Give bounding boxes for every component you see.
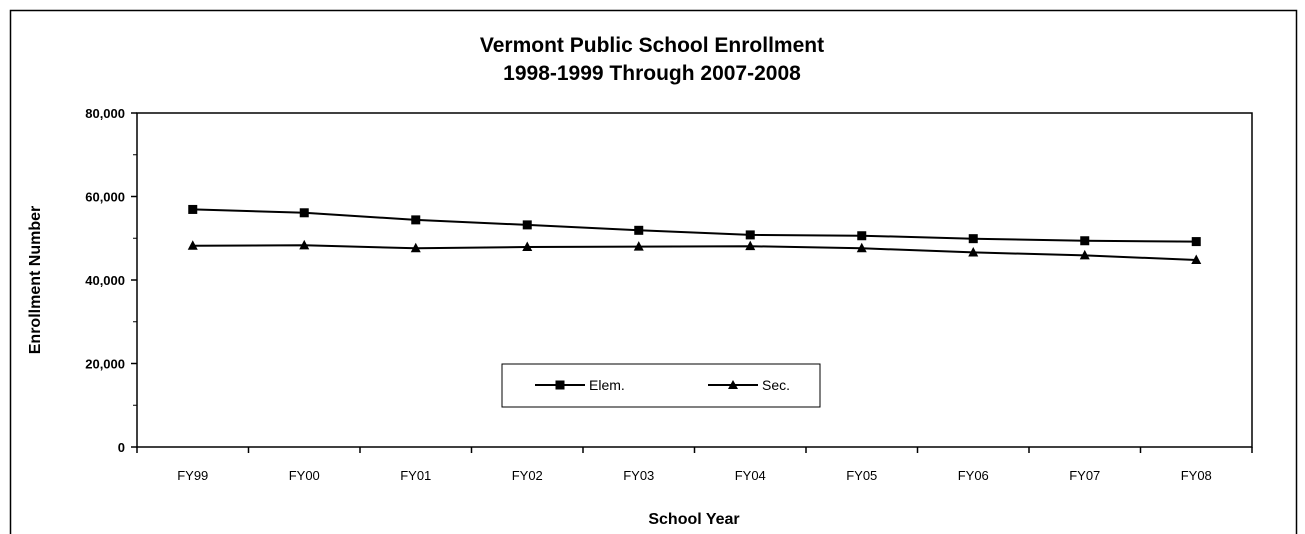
- x-tick-label: FY08: [1181, 468, 1212, 483]
- x-tick-label: FY07: [1069, 468, 1100, 483]
- legend-label-elem: Elem.: [589, 377, 625, 393]
- data-point-elem: [1191, 237, 1201, 247]
- x-tick-label: FY04: [735, 468, 766, 483]
- data-point-sec: [745, 240, 756, 251]
- y-axis: 0 20,000 40,000 60,000 80,000: [85, 106, 137, 455]
- y-tick-label: 20,000: [85, 357, 125, 372]
- y-tick-label: 40,000: [85, 273, 125, 288]
- legend: Elem. Sec.: [501, 363, 821, 408]
- data-point-sec: [856, 242, 867, 253]
- x-axis: FY99 FY00 FY01 FY02 FY03 FY04 FY05 FY06 FY07 FY08: [136, 447, 1253, 483]
- y-tick-label: 0: [118, 440, 125, 455]
- legend-marker-elem: [555, 380, 565, 390]
- x-axis-title: School Year: [648, 511, 739, 528]
- x-tick-label: FY02: [512, 468, 543, 483]
- data-point-elem: [745, 230, 755, 240]
- legend-marker-sec: [728, 380, 738, 389]
- data-point-sec: [187, 240, 198, 250]
- data-point-elem: [857, 231, 867, 241]
- data-point-elem: [299, 208, 309, 218]
- y-tick-label: 80,000: [85, 106, 125, 121]
- x-tick-label: FY05: [846, 468, 877, 483]
- data-point-sec: [1191, 254, 1202, 264]
- data-point-elem: [968, 234, 978, 244]
- data-point-sec: [410, 242, 421, 253]
- x-tick-label: FY01: [400, 468, 431, 483]
- data-point-elem: [411, 215, 421, 225]
- x-tick-label: FY03: [623, 468, 654, 483]
- legend-label-sec: Sec.: [762, 377, 790, 393]
- x-tick-label: FY99: [177, 468, 208, 483]
- x-tick-label: FY00: [289, 468, 320, 483]
- data-point-elem: [634, 225, 644, 235]
- y-axis-title: Enrollment Number: [27, 206, 44, 354]
- data-point-sec: [522, 241, 533, 252]
- y-tick-label: 60,000: [85, 190, 125, 205]
- series-line-sec: [192, 244, 1197, 261]
- data-point-sec: [1079, 249, 1090, 260]
- data-point-sec: [633, 241, 644, 251]
- data-point-sec: [968, 246, 979, 257]
- series-layer: [187, 204, 1202, 264]
- chart-title: Vermont Public School Enrollment: [480, 34, 824, 57]
- data-point-elem: [522, 220, 532, 230]
- series-line-elem: [192, 208, 1197, 243]
- data-point-sec: [299, 239, 310, 250]
- data-point-elem: [188, 204, 198, 214]
- data-point-elem: [1080, 236, 1090, 246]
- x-tick-label: FY06: [958, 468, 989, 483]
- chart-subtitle: 1998-1999 Through 2007-2008: [503, 62, 801, 85]
